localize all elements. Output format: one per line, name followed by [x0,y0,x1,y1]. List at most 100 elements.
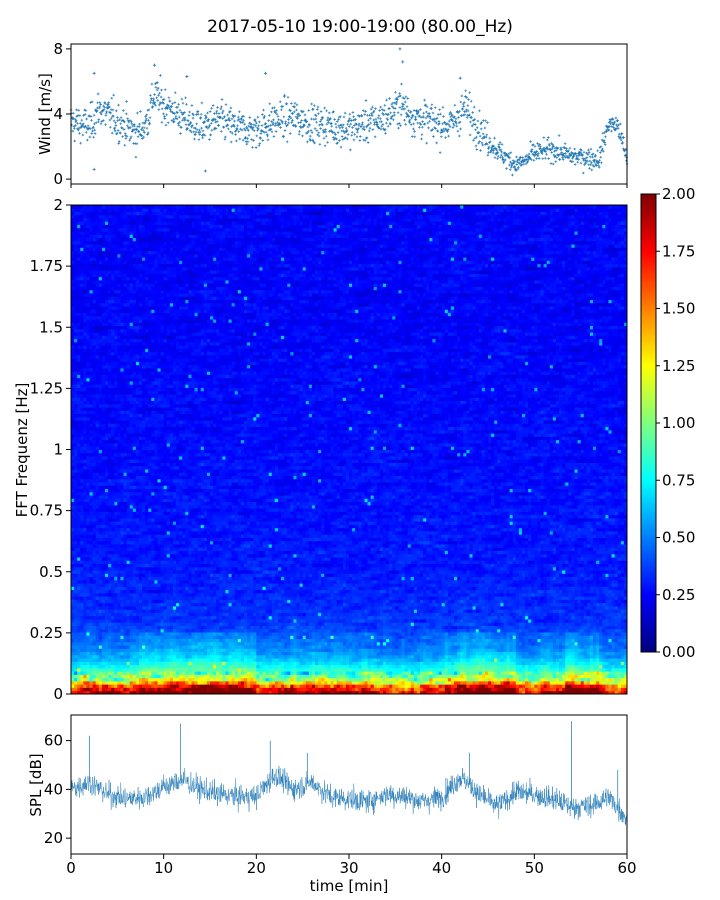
spectrogram-cell [124,639,127,643]
spectrogram-cell [225,626,228,630]
spectrogram-cell [562,687,565,691]
spectrogram-cell [522,642,525,646]
spectrogram-cell [201,629,204,633]
spectrogram-cell [182,668,185,672]
spectrogram-cell [191,626,194,630]
spectrogram-cell [389,687,392,691]
spectrogram-cell [522,639,525,643]
spectrogram-cell [238,681,241,685]
spectrogram-cell [618,674,621,678]
spectrogram-cell [599,632,602,636]
spectrogram-cell [93,606,96,610]
spectrogram-cell [395,678,398,682]
spectrogram-cell [318,622,321,626]
spectrogram-cell [229,652,232,656]
spectrogram-cell [259,655,262,659]
spectrogram-cell [247,678,250,682]
spectrogram-cell [321,648,324,652]
spectrogram-cell [392,684,395,688]
spectrogram-cell [238,645,241,649]
spectrogram-cell [195,674,198,678]
spectrogram-cell [117,626,120,630]
spectrogram-cell [605,626,608,630]
spectrogram-cell [191,639,194,643]
spectrogram-cell [145,681,148,685]
spectrogram-cell [244,652,247,656]
spectrogram-cell [473,684,476,688]
spectrogram-cell [247,684,250,688]
spectrogram-cell [500,655,503,659]
spectrogram-cell [167,635,170,639]
spectrogram-cell [556,658,559,662]
spectrogram-cell [550,616,553,620]
spectrogram-cell [244,665,247,669]
spectrogram-cell [445,661,448,665]
spectrogram-cell [429,674,432,678]
spectrogram-cell [210,661,213,665]
spectrogram-cell [198,648,201,652]
spectrogram-cell [130,603,133,607]
spectrogram-cell [507,652,510,656]
spectrogram-cell [253,661,256,665]
spectrogram-cell [309,658,312,662]
spectrogram-cell [503,671,506,675]
spectrogram-cell [602,642,605,646]
spectrogram-cell [108,603,111,607]
spectrogram-cell [346,645,349,649]
spectrogram-cell [241,687,244,691]
spectrogram-cell [574,622,577,626]
spectrogram-cell [550,642,553,646]
spectrogram-cell [615,687,618,691]
spectrogram-cell [130,613,133,617]
spectrogram-cell [303,609,306,613]
spectrogram-cell [343,652,346,656]
spectrogram-cell [86,674,89,678]
spectrogram-cell [442,632,445,636]
spectrogram-cell [618,658,621,662]
spectrogram-cell [86,648,89,652]
spectrogram-cell [531,622,534,626]
spectrogram-cell [568,648,571,652]
spectrogram-cell [571,642,574,646]
spectrogram-cell [581,687,584,691]
spectrogram-cell [454,606,457,610]
spectrogram-cell [324,606,327,610]
spectrogram-cell [340,668,343,672]
spectrogram-cell [201,678,204,682]
spectrogram-cell [482,619,485,623]
spectrogram-cell [550,606,553,610]
spectrogram-cell [571,622,574,626]
spectrogram-cell [544,665,547,669]
spectrogram-cell [133,668,136,672]
spectrogram-cell [343,626,346,630]
spectrogram-cell [386,619,389,623]
spectrogram-cell [250,652,253,656]
spectrogram-cell [519,632,522,636]
spectrogram-cell [513,629,516,633]
spectrogram-cell [513,639,516,643]
spectrogram-cell [117,655,120,659]
spectrogram-cell [318,616,321,620]
spectrogram-cell [170,648,173,652]
spectrogram-cell [587,674,590,678]
spectrogram-cell [256,613,259,617]
spectrogram-cell [612,655,615,659]
spectrogram-cell [238,639,241,643]
spectrogram-cell [312,687,315,691]
spectrogram-cell [590,606,593,610]
spectrogram-cell [93,603,96,607]
spectrogram-cell [553,674,556,678]
spectrogram-cell [559,616,562,620]
spectrogram-cell [482,674,485,678]
spectrogram-cell [71,671,74,675]
spectrogram-cell [216,652,219,656]
spectrogram-cell [222,645,225,649]
spectrogram-cell [145,616,148,620]
spectrogram-cell [608,606,611,610]
spectrogram-cell [377,639,380,643]
spectrogram-cell [176,645,179,649]
spectrogram-cell [476,655,479,659]
spectrogram-cell [349,687,352,691]
spectrogram-cell [222,606,225,610]
spectrogram-cell [587,648,590,652]
